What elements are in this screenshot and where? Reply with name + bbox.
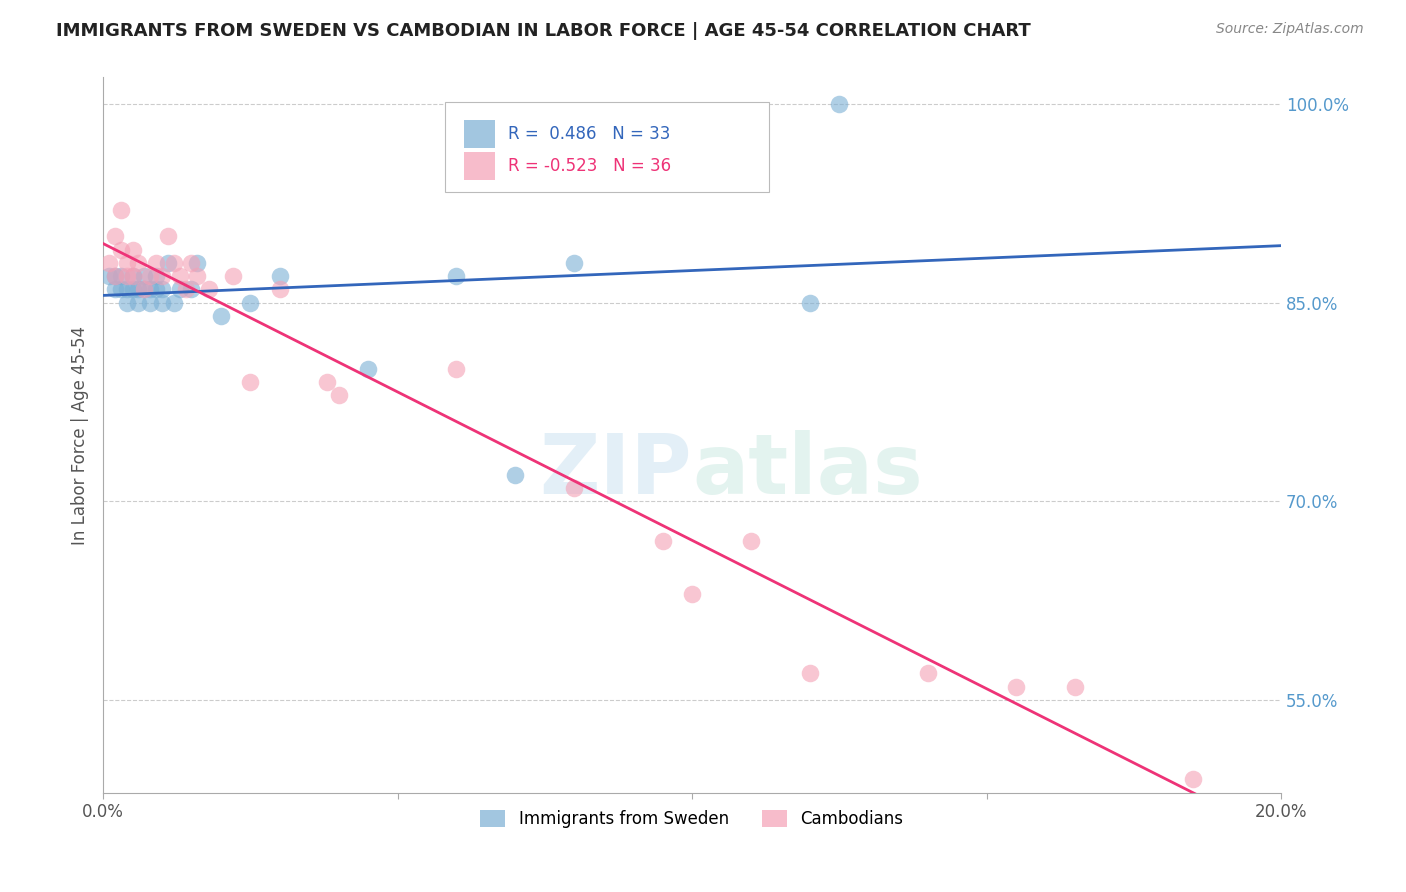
Immigrants from Sweden — [104, 269, 127, 284]
Cambodians — [799, 666, 821, 681]
Immigrants from Sweden — [139, 282, 162, 296]
Cambodians — [316, 375, 339, 389]
Immigrants from Sweden — [150, 295, 173, 310]
Cambodians — [169, 269, 191, 284]
Cambodians — [150, 269, 173, 284]
Cambodians — [269, 282, 291, 296]
Immigrants from Sweden — [127, 295, 149, 310]
Cambodians — [110, 202, 132, 217]
Immigrants from Sweden — [127, 282, 149, 296]
Cambodians — [163, 256, 186, 270]
FancyBboxPatch shape — [464, 152, 495, 180]
Text: ZIP: ZIP — [540, 430, 692, 511]
Cambodians — [174, 282, 197, 296]
Cambodians — [1063, 680, 1085, 694]
Immigrants from Sweden — [505, 467, 527, 482]
Cambodians — [681, 587, 703, 601]
Immigrants from Sweden — [828, 97, 851, 112]
Immigrants from Sweden — [104, 282, 127, 296]
Cambodians — [156, 229, 179, 244]
Immigrants from Sweden — [357, 361, 380, 376]
Immigrants from Sweden — [239, 295, 262, 310]
Text: atlas: atlas — [692, 430, 922, 511]
Immigrants from Sweden — [156, 256, 179, 270]
Immigrants from Sweden — [110, 282, 132, 296]
Cambodians — [651, 534, 673, 549]
Immigrants from Sweden — [145, 282, 167, 296]
Immigrants from Sweden — [209, 309, 232, 323]
Text: IMMIGRANTS FROM SWEDEN VS CAMBODIAN IN LABOR FORCE | AGE 45-54 CORRELATION CHART: IMMIGRANTS FROM SWEDEN VS CAMBODIAN IN L… — [56, 22, 1031, 40]
Immigrants from Sweden — [446, 269, 468, 284]
Cambodians — [328, 388, 350, 402]
Cambodians — [98, 256, 121, 270]
Cambodians — [917, 666, 939, 681]
Cambodians — [127, 256, 149, 270]
Immigrants from Sweden — [269, 269, 291, 284]
Immigrants from Sweden — [110, 269, 132, 284]
Immigrants from Sweden — [139, 295, 162, 310]
Cambodians — [221, 269, 243, 284]
Y-axis label: In Labor Force | Age 45-54: In Labor Force | Age 45-54 — [72, 326, 89, 544]
Cambodians — [110, 243, 132, 257]
Immigrants from Sweden — [98, 269, 121, 284]
Immigrants from Sweden — [169, 282, 191, 296]
Immigrants from Sweden — [134, 269, 156, 284]
Cambodians — [198, 282, 221, 296]
Immigrants from Sweden — [145, 269, 167, 284]
Immigrants from Sweden — [180, 282, 202, 296]
Immigrants from Sweden — [562, 256, 585, 270]
Cambodians — [115, 269, 138, 284]
Cambodians — [121, 243, 143, 257]
Cambodians — [562, 481, 585, 495]
Cambodians — [1005, 680, 1028, 694]
Immigrants from Sweden — [115, 295, 138, 310]
Cambodians — [740, 534, 762, 549]
Cambodians — [115, 256, 138, 270]
Cambodians — [186, 269, 208, 284]
Cambodians — [134, 282, 156, 296]
Cambodians — [139, 269, 162, 284]
Immigrants from Sweden — [134, 282, 156, 296]
Cambodians — [1181, 772, 1204, 787]
FancyBboxPatch shape — [464, 120, 495, 148]
Immigrants from Sweden — [799, 295, 821, 310]
Cambodians — [180, 256, 202, 270]
Cambodians — [239, 375, 262, 389]
Cambodians — [104, 229, 127, 244]
Cambodians — [145, 256, 167, 270]
Immigrants from Sweden — [115, 282, 138, 296]
Immigrants from Sweden — [121, 282, 143, 296]
Cambodians — [446, 361, 468, 376]
Cambodians — [121, 269, 143, 284]
Legend: Immigrants from Sweden, Cambodians: Immigrants from Sweden, Cambodians — [474, 803, 910, 834]
Text: Source: ZipAtlas.com: Source: ZipAtlas.com — [1216, 22, 1364, 37]
Cambodians — [104, 269, 127, 284]
Immigrants from Sweden — [163, 295, 186, 310]
Text: R =  0.486   N = 33: R = 0.486 N = 33 — [509, 125, 671, 143]
Text: R = -0.523   N = 36: R = -0.523 N = 36 — [509, 157, 672, 175]
Immigrants from Sweden — [150, 282, 173, 296]
Immigrants from Sweden — [121, 269, 143, 284]
Immigrants from Sweden — [186, 256, 208, 270]
FancyBboxPatch shape — [444, 103, 769, 192]
